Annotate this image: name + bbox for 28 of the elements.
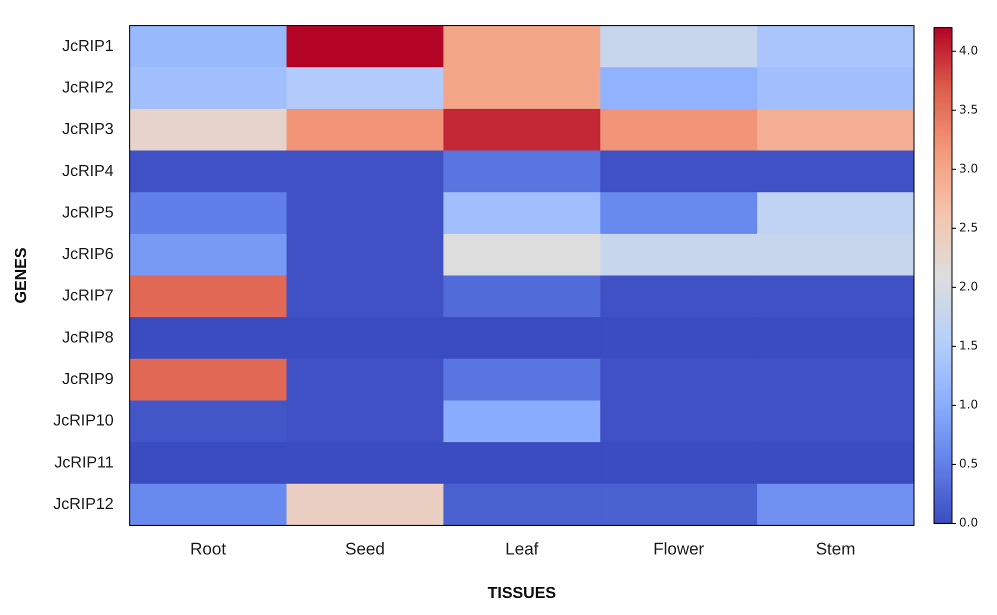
y-tick-label: JcRIP7 bbox=[62, 288, 114, 305]
y-tick-label: JcRIP1 bbox=[62, 38, 114, 55]
y-axis-title: GENES bbox=[13, 247, 30, 304]
color-bar-label: 2.5 bbox=[959, 220, 978, 234]
x-axis-title: TISSUES bbox=[488, 584, 556, 602]
color-bar-label: 0.5 bbox=[959, 456, 978, 470]
color-bar-label: 3.0 bbox=[959, 161, 978, 176]
x-tick-label: Seed bbox=[345, 539, 385, 558]
color-bar-label: 0.0 bbox=[959, 516, 978, 530]
y-tick-label: JcRIP12 bbox=[53, 496, 114, 513]
y-tick-label: JcRIP8 bbox=[62, 329, 114, 346]
y-tick-label: JcRIP9 bbox=[62, 371, 114, 388]
color-bar-label: 1.5 bbox=[959, 338, 978, 352]
x-tick-label: Root bbox=[190, 539, 226, 558]
y-tick-label: JcRIP2 bbox=[62, 79, 114, 96]
x-tick-label: Leaf bbox=[505, 539, 539, 558]
y-tick-label: JcRIP11 bbox=[54, 454, 114, 472]
x-tick-label: Flower bbox=[653, 539, 705, 558]
y-tick-label: JcRIP3 bbox=[62, 121, 114, 138]
color-bar-label: 3.5 bbox=[959, 102, 978, 116]
y-tick-label: JcRIP10 bbox=[53, 412, 114, 430]
x-tick-label: Stem bbox=[816, 539, 856, 558]
color-bar-label: 4.0 bbox=[959, 43, 978, 58]
y-tick-label: JcRIP4 bbox=[62, 162, 114, 180]
color-bar-label: 1.0 bbox=[959, 397, 978, 412]
y-tick-label: JcRIP5 bbox=[62, 204, 114, 222]
y-tick-label: JcRIP6 bbox=[62, 246, 114, 264]
color-bar-label: 2.0 bbox=[959, 279, 978, 294]
